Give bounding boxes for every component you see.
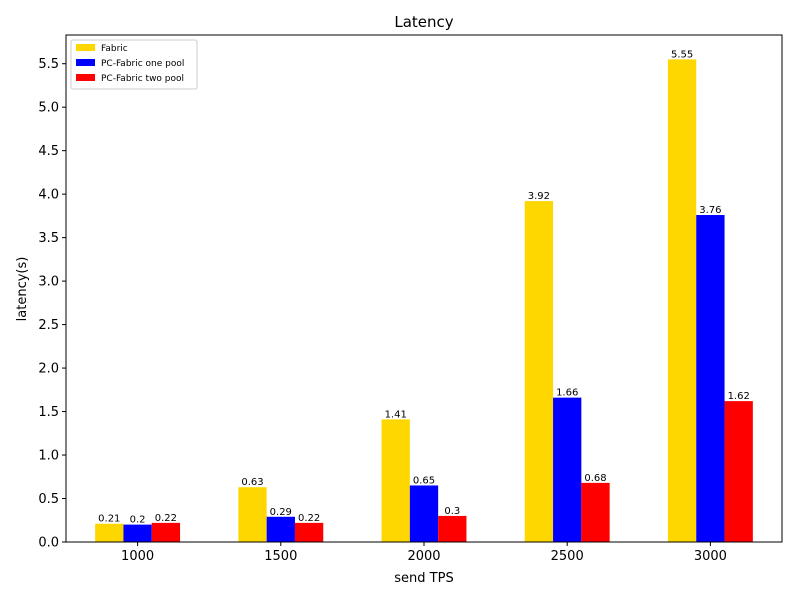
x-tick-label: 1500 [264,549,297,564]
bar [524,201,554,542]
legend-swatch [76,59,95,66]
bar [696,215,725,542]
legend-box [70,39,198,90]
data-label: 0.29 [270,507,292,518]
data-label: 0.3 [444,506,460,517]
y-tick-label: 4.0 [38,188,59,203]
y-tick-label: 5.0 [38,101,59,116]
bar [123,524,152,542]
bar [667,59,697,542]
y-tick-label: 0.5 [38,492,59,507]
data-label: 0.2 [130,515,146,526]
bar [266,516,295,542]
legend: Fabric PC-Fabric one pool PC-Fabric two po… [70,39,198,90]
legend-label: PC-Fabric two pool [101,74,184,84]
data-label: 0.63 [241,477,263,488]
bar [409,485,439,542]
data-label: 1.66 [556,388,578,399]
data-label: 0.21 [98,514,120,525]
y-tick-label: 1.0 [38,449,59,464]
y-tick-label: 2.0 [38,362,59,377]
y-tick-label: 5.5 [38,57,59,72]
legend-swatch [76,74,95,81]
data-label: 0.65 [413,475,435,486]
bar [581,482,610,542]
data-label: 0.68 [584,473,606,484]
bar [95,523,124,542]
chart-title: Latency [394,13,453,31]
bar [438,515,467,542]
x-tick-label: 3000 [694,549,727,564]
data-label: 5.55 [671,49,693,60]
bar [381,419,410,542]
bar [294,522,324,542]
y-tick-label: 3.5 [38,231,59,246]
data-label: 1.62 [728,391,750,402]
x-tick-label: 2000 [407,549,440,564]
data-label: 3.76 [699,205,721,216]
data-label: 0.22 [298,513,320,524]
y-tick-label: 2.5 [38,318,59,333]
legend-label: Fabric [101,44,128,54]
data-label: 1.41 [385,409,407,420]
y-tick-label: 3.0 [38,275,59,290]
x-tick-label: 1000 [121,549,154,564]
bar [724,401,753,542]
y-tick-label: 4.5 [38,144,59,159]
y-axis-label: latency(s) [15,257,30,322]
legend-label: PC-Fabric one pool [101,59,184,69]
data-label: 3.92 [528,191,550,202]
x-axis-label: send TPS [394,571,453,586]
y-tick-label: 0.0 [38,536,59,551]
bar [151,522,181,542]
y-tick-label: 1.5 [38,405,59,420]
data-label: 0.22 [155,513,177,524]
bar [238,487,267,542]
bar [553,397,582,542]
legend-swatch [76,44,95,51]
x-tick-label: 2500 [551,549,584,564]
